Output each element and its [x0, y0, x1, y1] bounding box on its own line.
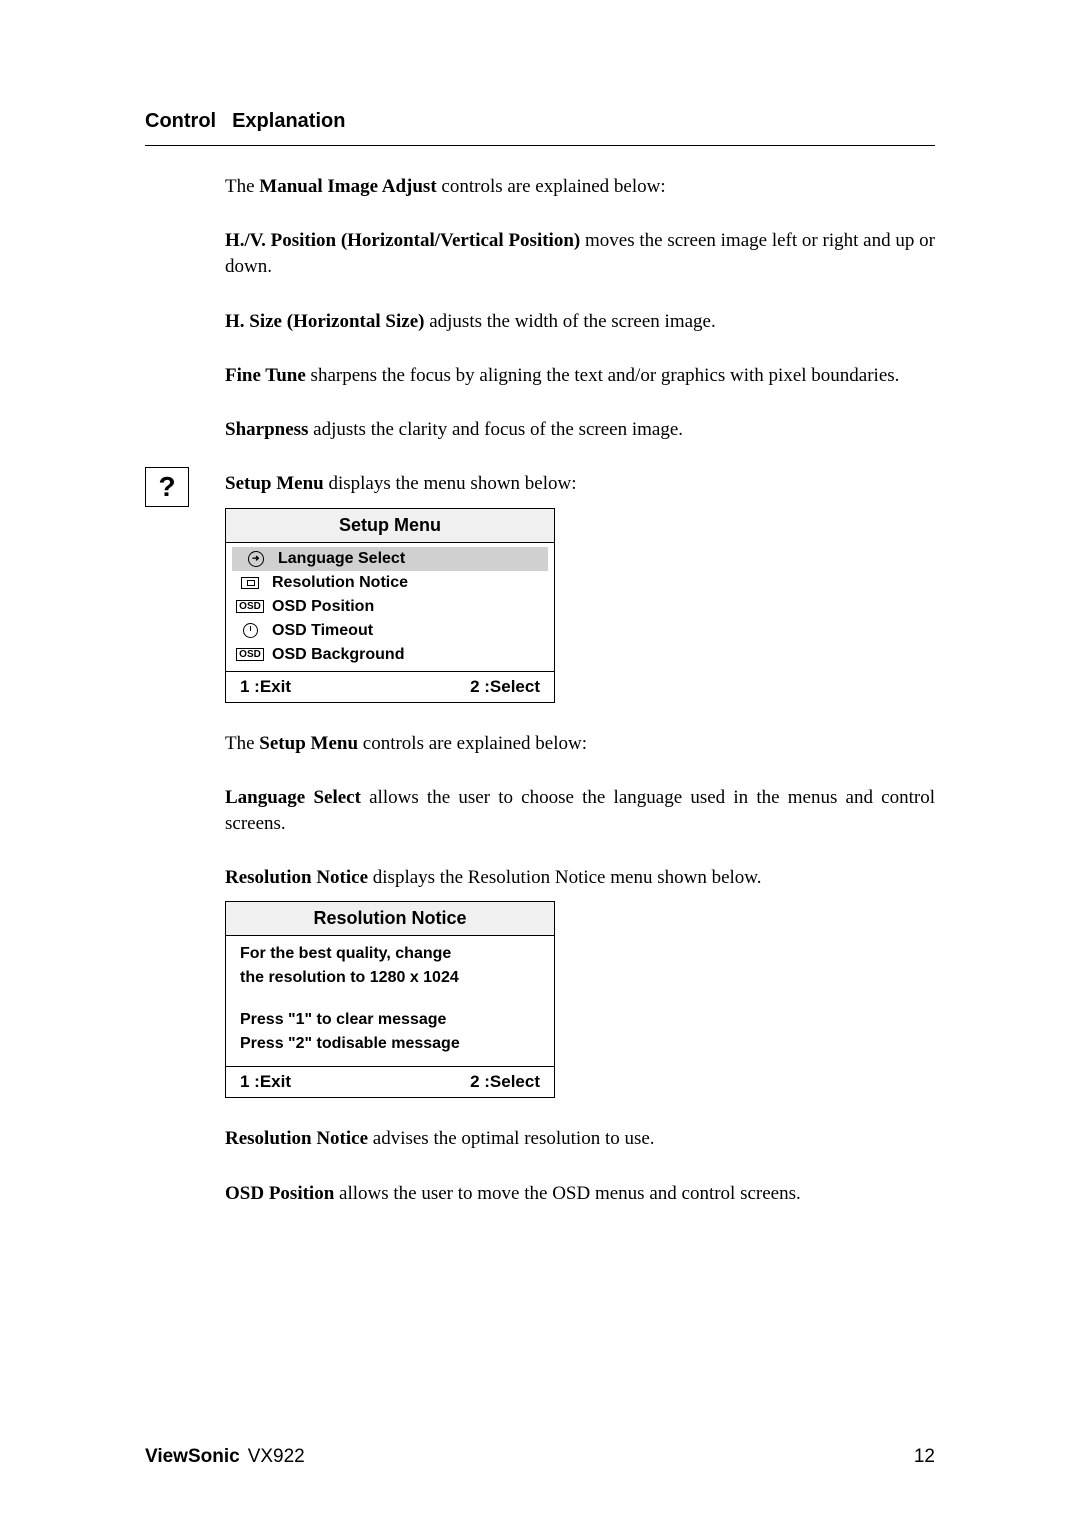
resolution-notice-line3: Press "1" to clear message: [240, 1008, 540, 1032]
resolution-notice-intro-rest: displays the Resolution Notice menu show…: [368, 867, 762, 888]
osd-icon: OSD: [238, 648, 262, 661]
screen-icon: [238, 577, 262, 589]
resolution-notice-menu-box: Resolution Notice For the best quality, …: [225, 901, 555, 1098]
osd-timeout-label: OSD Timeout: [272, 622, 373, 640]
footer-exit: 1 :Exit: [240, 1072, 291, 1092]
manual-image-adjust-label: Manual Image Adjust: [259, 176, 436, 197]
question-icon-box: ?: [145, 467, 189, 507]
static-text: The: [225, 176, 259, 197]
setup-menu-label: Setup Menu: [225, 473, 324, 494]
setup-menu-explain-rest: controls are explained below:: [358, 733, 587, 754]
resolution-notice-explain-rest: advises the optimal resolution to use.: [368, 1128, 655, 1149]
language-select-paragraph: Language Select allows the user to choos…: [225, 785, 935, 837]
clock-icon: [238, 623, 262, 638]
resolution-notice-line2: the resolution to 1280 x 1024: [240, 966, 540, 990]
sharpness-label: Sharpness: [225, 419, 308, 440]
resolution-notice-line4: Press "2" todisable message: [240, 1032, 540, 1056]
resolution-notice-menu-footer: 1 :Exit 2 :Select: [226, 1066, 554, 1097]
intro-rest: controls are explained below:: [437, 176, 666, 197]
footer-exit: 1 :Exit: [240, 677, 291, 697]
model-name: VX922: [248, 1446, 305, 1468]
page-number: 12: [914, 1446, 935, 1468]
brand-name: ViewSonic: [145, 1446, 240, 1468]
page-footer: ViewSonic VX922 12: [145, 1446, 935, 1468]
sharpness-rest: adjusts the clarity and focus of the scr…: [308, 419, 683, 440]
setup-menu-intro-rest: displays the menu shown below:: [324, 473, 577, 494]
intro-paragraph: The Manual Image Adjust controls are exp…: [225, 174, 935, 200]
sharpness-paragraph: Sharpness adjusts the clarity and focus …: [225, 417, 935, 443]
control-header: Control: [145, 110, 216, 133]
setup-menu-explain-paragraph: The Setup Menu controls are explained be…: [225, 731, 935, 757]
hv-position-paragraph: H./V. Position (Horizontal/Vertical Posi…: [225, 228, 935, 280]
h-size-label: H. Size (Horizontal Size): [225, 311, 424, 332]
setup-menu-footer: 1 :Exit 2 :Select: [226, 671, 554, 702]
fine-tune-rest: sharpens the focus by aligning the text …: [306, 365, 900, 386]
setup-menu-intro-paragraph: Setup Menu displays the menu shown below…: [225, 471, 935, 497]
fine-tune-paragraph: Fine Tune sharpens the focus by aligning…: [225, 363, 935, 389]
language-select-label: Language Select: [278, 550, 405, 568]
menu-item-osd-position[interactable]: OSD OSD Position: [226, 595, 554, 619]
resolution-notice-line1: For the best quality, change: [240, 942, 540, 966]
h-size-rest: adjusts the width of the screen image.: [424, 311, 715, 332]
resolution-notice-explain-bold: Resolution Notice: [225, 1128, 368, 1149]
osd-position-bold: OSD Position: [225, 1183, 334, 1204]
menu-item-osd-background[interactable]: OSD OSD Background: [226, 643, 554, 667]
setup-menu-box: Setup Menu Language Select Resolution No…: [225, 508, 555, 703]
footer-select: 2 :Select: [470, 677, 540, 697]
table-header: Control Explanation: [145, 110, 935, 146]
osd-icon: OSD: [238, 600, 262, 613]
resolution-notice-intro-paragraph: Resolution Notice displays the Resolutio…: [225, 865, 935, 891]
h-size-paragraph: H. Size (Horizontal Size) adjusts the wi…: [225, 309, 935, 335]
content-area: The Manual Image Adjust controls are exp…: [225, 174, 935, 1207]
fine-tune-label: Fine Tune: [225, 365, 306, 386]
menu-item-language-select[interactable]: Language Select: [232, 547, 548, 571]
footer-left: ViewSonic VX922: [145, 1446, 305, 1468]
osd-position-paragraph: OSD Position allows the user to move the…: [225, 1181, 935, 1207]
footer-select: 2 :Select: [470, 1072, 540, 1092]
explanation-header: Explanation: [232, 110, 345, 133]
question-icon: ?: [158, 471, 175, 503]
setup-menu-body: Language Select Resolution Notice OSD OS…: [226, 543, 554, 671]
language-select-bold: Language Select: [225, 787, 361, 808]
osd-position-rest: allows the user to move the OSD menus an…: [334, 1183, 800, 1204]
static-text: The: [225, 733, 259, 754]
hv-position-label: H./V. Position (Horizontal/Vertical Posi…: [225, 230, 580, 251]
resolution-notice-explain-paragraph: Resolution Notice advises the optimal re…: [225, 1126, 935, 1152]
setup-menu-title: Setup Menu: [226, 509, 554, 543]
menu-item-resolution-notice[interactable]: Resolution Notice: [226, 571, 554, 595]
osd-background-label: OSD Background: [272, 646, 404, 664]
resolution-notice-menu-title: Resolution Notice: [226, 902, 554, 936]
resolution-notice-label: Resolution Notice: [272, 574, 408, 592]
globe-icon: [244, 551, 268, 567]
osd-position-label: OSD Position: [272, 598, 374, 616]
resolution-notice-body: For the best quality, change the resolut…: [226, 936, 554, 1066]
setup-menu-explain-label: Setup Menu: [259, 733, 358, 754]
menu-item-osd-timeout[interactable]: OSD Timeout: [226, 619, 554, 643]
resolution-notice-bold: Resolution Notice: [225, 867, 368, 888]
